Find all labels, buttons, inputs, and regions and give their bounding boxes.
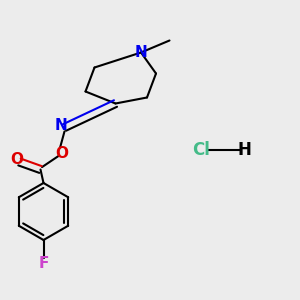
Text: N: N [135,45,147,60]
Text: H: H [238,141,251,159]
Text: F: F [38,256,49,271]
Text: O: O [10,152,23,166]
Text: N: N [55,118,67,134]
Text: Cl: Cl [192,141,210,159]
Text: O: O [55,146,68,160]
